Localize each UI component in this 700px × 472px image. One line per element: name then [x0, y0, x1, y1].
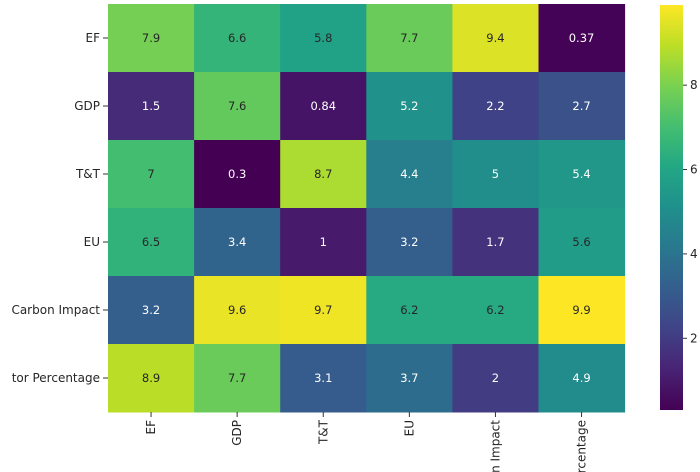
cell-value-label: 7.7 [400, 31, 418, 45]
cell-value-label: 5 [492, 167, 499, 181]
cell-value-label: 2.7 [572, 99, 590, 113]
heatmap-cell [108, 208, 195, 277]
cell-value-label: 1.7 [486, 235, 504, 249]
heatmap-cell [280, 344, 367, 413]
heatmap-cell [194, 344, 281, 413]
cell-value-label: 0.84 [310, 99, 336, 113]
x-tick-label: GDP [230, 420, 244, 446]
cell-value-label: 2 [492, 371, 499, 385]
heatmap-cell [538, 276, 626, 345]
heatmap-cell [538, 72, 626, 141]
y-tick-label: EU [84, 235, 100, 249]
heatmap-cell [108, 140, 195, 209]
heatmap-cell [452, 140, 539, 209]
y-tick-label: EF [86, 31, 101, 45]
heatmap-cell [538, 4, 626, 73]
heatmap-cell [280, 4, 367, 73]
colorbar-tick-label: 4 [690, 247, 698, 261]
heatmap-cell [452, 276, 539, 345]
cell-value-label: 3.1 [314, 371, 332, 385]
heatmap-cell [280, 72, 367, 141]
y-tick-label: GDP [74, 99, 100, 113]
heatmap-cell [538, 140, 626, 209]
cell-value-label: 8.7 [314, 167, 332, 181]
cell-value-label: 1 [320, 235, 327, 249]
heatmap-cell [194, 4, 281, 73]
heatmap-cell [194, 276, 281, 345]
heatmap-cell [108, 72, 195, 141]
cell-value-label: 7 [147, 167, 154, 181]
cell-value-label: 7.6 [228, 99, 246, 113]
colorbar [660, 5, 683, 410]
heatmap-cell [366, 4, 453, 73]
x-tick-label: EF [144, 420, 158, 435]
heatmap-cell [366, 140, 453, 209]
heatmap-cell [108, 276, 195, 345]
cell-value-label: 7.9 [142, 31, 160, 45]
cell-value-label: 0.3 [228, 167, 246, 181]
heatmap-cell [194, 72, 281, 141]
heatmap-cell [538, 208, 626, 277]
y-tick-label: tor Percentage [12, 371, 100, 385]
colorbar-tick-label: 6 [690, 163, 698, 177]
cell-value-label: 0.37 [569, 31, 595, 45]
cell-value-label: 6.2 [400, 303, 418, 317]
cell-value-label: 6.6 [228, 31, 246, 45]
heatmap-cell [366, 72, 453, 141]
heatmap-cell [452, 344, 539, 413]
cell-value-label: 9.9 [572, 303, 590, 317]
cell-value-label: 5.4 [572, 167, 590, 181]
cell-value-label: 5.8 [314, 31, 332, 45]
y-axis: EF GDP T&T EU Carbon Impact tor Percentage [11, 31, 108, 385]
cell-value-label: 6.5 [142, 235, 160, 249]
y-tick-label: T&T [75, 167, 101, 181]
cell-value-label: 4.9 [572, 371, 590, 385]
heatmap-cell [194, 208, 281, 277]
cell-value-label: 9.7 [314, 303, 332, 317]
cell-value-label: 2.2 [486, 99, 504, 113]
colorbar-tick-label: 8 [690, 78, 698, 92]
x-tick-label: T&T [316, 419, 330, 445]
cell-value-label: 3.2 [142, 303, 160, 317]
cell-value-label: 7.7 [228, 371, 246, 385]
cell-value-label: 5.2 [400, 99, 418, 113]
heatmap-cell [366, 344, 453, 413]
cell-value-label: 1.5 [142, 99, 160, 113]
heatmap-cell [194, 140, 281, 209]
heatmap-cell [108, 4, 195, 73]
heatmap-cell [366, 208, 453, 277]
cell-value-label: 3.2 [400, 235, 418, 249]
cell-value-label: 3.4 [228, 235, 246, 249]
heatmap-cell [366, 276, 453, 345]
heatmap-cell [280, 208, 367, 277]
heatmap-cell [452, 208, 539, 277]
cell-value-label: 6.2 [486, 303, 504, 317]
colorbar-axis: 2 4 6 8 [683, 78, 698, 345]
cell-value-label: 5.6 [572, 235, 590, 249]
x-axis: EF GDP T&T EU on Impact ercentage [144, 412, 589, 472]
heatmap-cell [452, 72, 539, 141]
heatmap-cell [280, 276, 367, 345]
cell-value-label: 9.4 [486, 31, 504, 45]
heatmap-cell [108, 344, 195, 413]
heatmap-cell [452, 4, 539, 73]
colorbar-tick-label: 2 [690, 331, 698, 345]
y-tick-label: Carbon Impact [11, 303, 100, 317]
cell-value-label: 4.4 [400, 167, 418, 181]
heatmap-cell [280, 140, 367, 209]
cell-value-label: 3.7 [400, 371, 418, 385]
cell-value-label: 8.9 [142, 371, 160, 385]
x-tick-label: EU [402, 420, 416, 436]
heatmap-cell [538, 344, 626, 413]
x-tick-label: ercentage [575, 420, 589, 472]
x-tick-label: on Impact [488, 420, 502, 472]
cell-value-labels: 7.9 6.6 5.8 7.7 9.4 0.37 1.5 7.6 0.84 5.2 2.2 2.7 7 0… [142, 31, 594, 385]
heatmap-cells [108, 4, 626, 413]
cell-value-label: 9.6 [228, 303, 246, 317]
